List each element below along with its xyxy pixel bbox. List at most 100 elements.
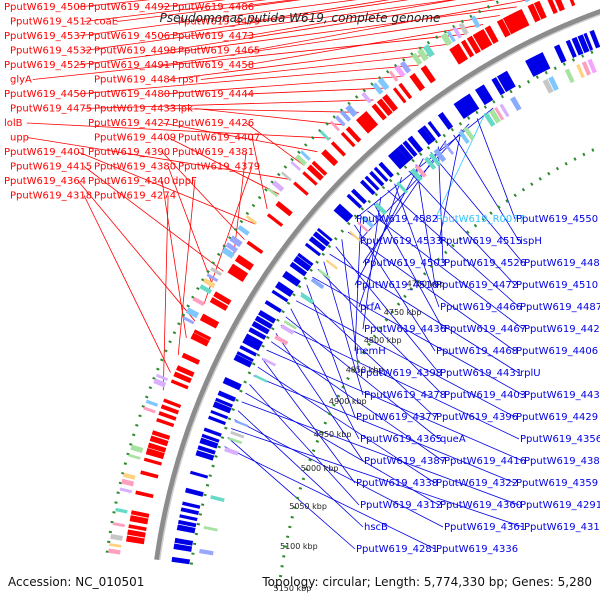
red-gene-label: PputW619_4426 bbox=[172, 118, 254, 129]
red-gene-label: PputW619_4491 bbox=[88, 60, 170, 71]
reverse-gene bbox=[239, 345, 257, 357]
blue-gene-label: PputW619_4421 bbox=[524, 324, 600, 335]
blue-gene-label: PputW619_4483 bbox=[524, 258, 600, 269]
blue-leader-line bbox=[394, 183, 440, 308]
cog-block bbox=[458, 130, 470, 145]
blue-leader-line bbox=[266, 349, 524, 462]
reverse-gene bbox=[392, 147, 410, 166]
forward-gene bbox=[128, 524, 147, 532]
reverse-gene bbox=[275, 281, 294, 298]
cog-block bbox=[281, 171, 292, 182]
red-gene-label: PputW619_4480 bbox=[88, 89, 170, 100]
reverse-gene bbox=[171, 556, 191, 565]
forward-gene bbox=[140, 470, 159, 479]
reverse-gene bbox=[589, 29, 600, 49]
forward-gene bbox=[170, 379, 189, 390]
forward-gene bbox=[181, 352, 201, 365]
reverse-gene bbox=[346, 193, 363, 209]
reverse-gene bbox=[177, 519, 197, 528]
blue-gene-label: PputW619_4388 bbox=[524, 456, 600, 467]
blue-gene-label: PputW619_4466 bbox=[440, 302, 522, 313]
reverse-gene bbox=[189, 470, 209, 479]
cog-block bbox=[192, 296, 205, 307]
cog-block bbox=[422, 44, 435, 58]
red-leader-line bbox=[162, 195, 169, 391]
reverse-gene bbox=[242, 336, 262, 351]
cog-block bbox=[153, 378, 167, 388]
cog-block bbox=[372, 82, 384, 95]
red-gene-label: PputW619_4479 bbox=[178, 17, 260, 28]
cog-block bbox=[115, 507, 128, 514]
forward-gene bbox=[321, 149, 339, 167]
reverse-gene bbox=[407, 135, 424, 153]
forward-gene bbox=[156, 417, 175, 428]
blue-gene-label: PputW619_4472 bbox=[436, 280, 518, 291]
cog-block bbox=[345, 104, 358, 118]
cog-block bbox=[228, 436, 243, 445]
blue-gene-label: PputW619_4503 bbox=[364, 258, 446, 269]
cog-block bbox=[542, 78, 554, 94]
red-gene-label: PputW619_4340 bbox=[88, 176, 170, 187]
cog-block bbox=[221, 246, 235, 259]
reverse-gene bbox=[233, 354, 253, 368]
blue-gene-label: PputW619_4468 bbox=[436, 346, 518, 357]
cog-block bbox=[458, 22, 469, 36]
cog-block bbox=[128, 453, 141, 460]
cog-block bbox=[394, 64, 406, 78]
reverse-gene bbox=[197, 445, 216, 455]
blue-gene-label: PputW619_4515 bbox=[440, 236, 522, 247]
forward-gene bbox=[231, 263, 249, 277]
reverse-gene bbox=[453, 100, 470, 119]
reverse-gene bbox=[417, 127, 434, 146]
cog-block bbox=[499, 103, 510, 118]
forward-gene bbox=[382, 94, 399, 112]
reverse-gene bbox=[359, 179, 376, 196]
blue-gene-label: PputW619_4439 bbox=[524, 390, 600, 401]
blue-gene-label: PputW619_4365 bbox=[360, 434, 442, 445]
reverse-gene bbox=[293, 255, 312, 272]
reverse-gene bbox=[480, 84, 494, 102]
blue-gene-label: PputW619_4406 bbox=[516, 346, 598, 357]
cog-block bbox=[202, 278, 216, 289]
red-leader-line bbox=[26, 122, 331, 139]
blue-gene-label: PputW619_4429 bbox=[516, 412, 598, 423]
forward-gene bbox=[147, 442, 167, 453]
red-leader-line bbox=[84, 0, 267, 22]
cog-block bbox=[267, 187, 279, 198]
blue-leader-line bbox=[387, 190, 520, 308]
cog-block bbox=[234, 419, 249, 428]
cog-block bbox=[262, 357, 277, 367]
cog-block bbox=[224, 447, 239, 456]
cog-block bbox=[488, 108, 501, 124]
reverse-gene bbox=[215, 397, 233, 408]
red-leader-line bbox=[77, 180, 196, 322]
red-gene-label: PputW619_4475 bbox=[10, 104, 92, 115]
cog-block bbox=[112, 522, 125, 528]
red-gene-label: dppF bbox=[172, 176, 197, 187]
forward-gene bbox=[478, 28, 493, 48]
reverse-gene bbox=[464, 93, 480, 112]
forward-gene bbox=[306, 164, 324, 181]
reverse-gene bbox=[208, 415, 227, 426]
red-leader-line bbox=[162, 15, 500, 66]
blue-gene-label: PputW619_4416 bbox=[444, 456, 526, 467]
forward-gene bbox=[496, 18, 511, 38]
cog-block bbox=[230, 430, 245, 439]
red-gene-label: PputW619_4390 bbox=[88, 147, 170, 158]
red-gene-label: PputW619_4409 bbox=[94, 133, 176, 144]
cog-block bbox=[388, 70, 399, 82]
cog-block bbox=[470, 15, 481, 29]
blue-gene-label: PputW619_4487 bbox=[520, 302, 600, 313]
reverse-gene bbox=[282, 270, 301, 287]
reverse-gene bbox=[502, 70, 516, 89]
forward-gene bbox=[127, 529, 146, 538]
red-gene-label: PputW619_4508 bbox=[4, 2, 86, 13]
red-gene-label: rpsT bbox=[178, 75, 201, 86]
blue-gene-label: hscB bbox=[364, 522, 388, 533]
forward-gene bbox=[275, 200, 293, 217]
forward-gene bbox=[193, 329, 212, 341]
cog-block bbox=[271, 180, 285, 192]
red-leader-line bbox=[84, 99, 374, 109]
